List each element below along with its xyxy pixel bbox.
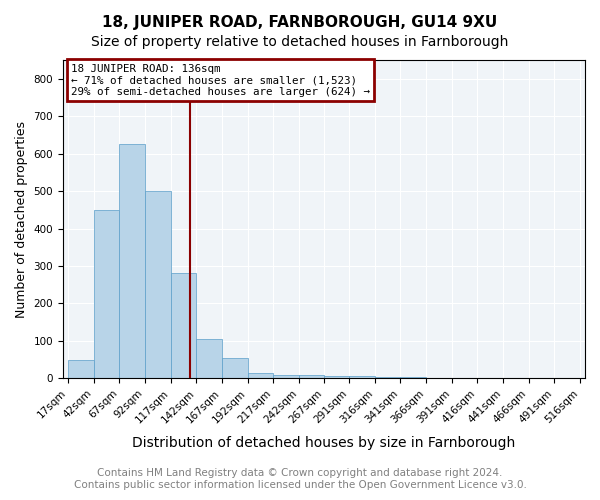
Text: 18 JUNIPER ROAD: 136sqm
← 71% of detached houses are smaller (1,523)
29% of semi: 18 JUNIPER ROAD: 136sqm ← 71% of detache… [71,64,370,97]
Bar [170,274,196,378]
Bar [196,339,222,378]
Bar [400,377,426,378]
Bar [145,191,170,378]
X-axis label: Distribution of detached houses by size in Farnborough: Distribution of detached houses by size … [133,436,515,450]
Y-axis label: Number of detached properties: Number of detached properties [15,120,28,318]
Bar [119,144,145,378]
Bar [299,376,325,378]
Text: Contains HM Land Registry data © Crown copyright and database right 2024.
Contai: Contains HM Land Registry data © Crown c… [74,468,526,490]
Bar [222,358,248,378]
Text: Size of property relative to detached houses in Farnborough: Size of property relative to detached ho… [91,35,509,49]
Bar [325,376,349,378]
Bar [94,210,119,378]
Bar [375,377,400,378]
Bar [349,376,375,378]
Text: 18, JUNIPER ROAD, FARNBOROUGH, GU14 9XU: 18, JUNIPER ROAD, FARNBOROUGH, GU14 9XU [103,15,497,30]
Bar [248,372,273,378]
Bar [68,360,94,378]
Bar [273,374,299,378]
